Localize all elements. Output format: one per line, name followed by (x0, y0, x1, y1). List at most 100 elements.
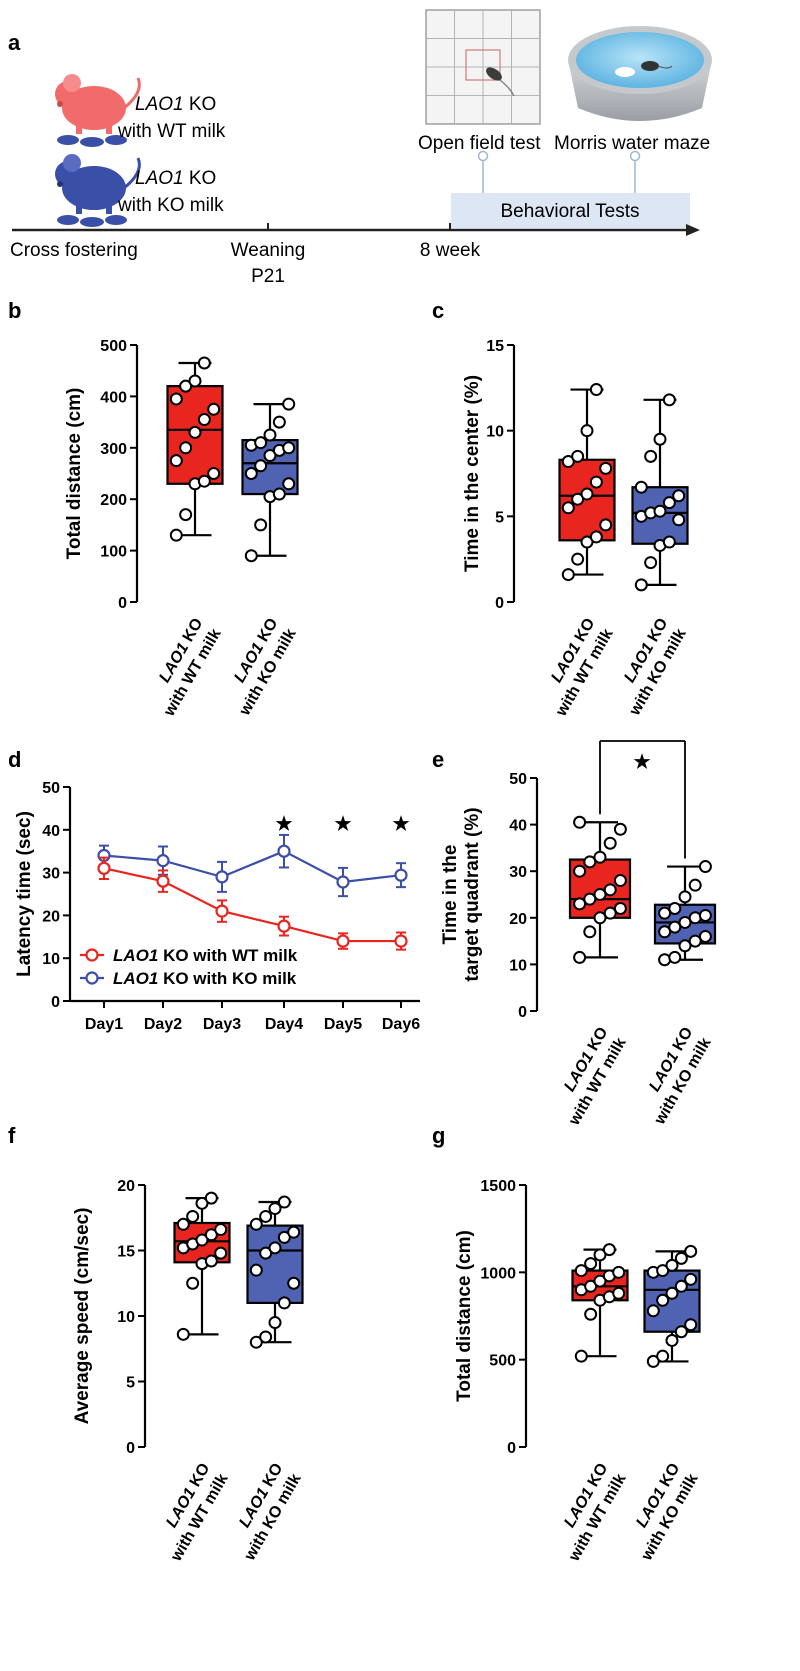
data-point (602, 1243, 616, 1257)
data-point (287, 1276, 301, 1290)
data-point (336, 875, 350, 889)
data-point (613, 822, 627, 836)
significance-star: ★ (275, 814, 292, 835)
data-point (188, 374, 202, 388)
y-tick-label: 100 (100, 544, 127, 561)
data-point (612, 1286, 626, 1300)
data-point (272, 415, 286, 429)
data-point (684, 1272, 698, 1286)
data-point (580, 424, 594, 438)
group-wt-label-line2: with WT milk (117, 121, 226, 142)
category-label: LAO1 KOwith KO milk (223, 1460, 305, 1564)
data-point (394, 868, 408, 882)
data-point (698, 860, 712, 874)
legend-marker (85, 948, 99, 962)
data-point (169, 528, 183, 542)
data-point (646, 1304, 660, 1318)
data-point (662, 535, 676, 549)
y-axis-label-line2: target quadrant (%) (462, 807, 483, 981)
data-point (394, 934, 408, 948)
x-tick-label: Day1 (85, 1016, 123, 1033)
data-point (571, 449, 585, 463)
open-field-arena-icon (425, 9, 541, 125)
y-axis-label-line1: Time in the (440, 845, 461, 945)
panel-letter-a: a (8, 30, 21, 55)
data-point (176, 1327, 190, 1341)
data-point (249, 1217, 263, 1231)
y-tick-label: 10 (117, 1309, 135, 1326)
legend-rest: KO with KO milk (158, 969, 296, 988)
data-point (195, 1196, 209, 1210)
mouse-wt-milk-icon (55, 74, 141, 147)
legend-marker (85, 971, 99, 985)
data-point (244, 467, 258, 480)
y-axis-label: Latency time (sec) (14, 811, 35, 977)
y-tick-label: 15 (117, 1244, 135, 1261)
data-point (584, 1257, 598, 1271)
data-point (658, 906, 672, 920)
x-tick-label: Day5 (324, 1016, 362, 1033)
y-tick-label: 15 (486, 338, 504, 355)
data-point (665, 1333, 679, 1347)
y-tick-label: 0 (518, 1004, 527, 1021)
y-tick-label: 0 (118, 595, 127, 612)
data-point (580, 487, 594, 501)
data-point (188, 425, 202, 439)
data-point (282, 441, 296, 455)
data-point (668, 920, 682, 934)
data-point (204, 1191, 218, 1205)
data-point (589, 530, 603, 544)
legend-gene: LAO1 (113, 969, 158, 988)
y-tick-label: 0 (126, 1440, 135, 1457)
y-tick-label: 1500 (480, 1178, 516, 1195)
timeline-weaning: Weaning (231, 240, 306, 261)
data-point (653, 432, 667, 446)
data-point (678, 915, 692, 929)
data-point (593, 911, 607, 925)
x-tick-label: Day4 (265, 1016, 303, 1033)
category-label: LAO1 KOwith KO milk (608, 615, 690, 719)
data-point (287, 1225, 301, 1239)
group-wt-label-line1: LAO1 KO (135, 94, 216, 115)
data-point (277, 844, 291, 858)
data-point (204, 1254, 218, 1268)
data-point (282, 477, 296, 491)
legend-gene: LAO1 (113, 946, 158, 965)
data-point (672, 489, 686, 503)
panel-letter-c: c (432, 298, 444, 323)
category-label: LAO1 KOwith KO milk (633, 1024, 715, 1128)
y-tick-label: 20 (42, 908, 60, 925)
data-point (599, 461, 613, 475)
data-point (665, 1286, 679, 1300)
data-point (674, 1325, 688, 1339)
data-point (254, 436, 268, 450)
data-point (277, 1195, 291, 1209)
data-point (214, 1223, 228, 1237)
data-point (573, 950, 587, 964)
y-axis-label: Total distance (cm) (64, 388, 85, 560)
timeline-cross-fostering: Cross fostering (10, 240, 138, 261)
data-point (254, 459, 268, 473)
y-tick-label: 40 (42, 823, 60, 840)
data-point (662, 496, 676, 510)
chart-c-time-in-center: 0 5 10 15 Time in the center (%) LAO1 KOwith … (462, 338, 690, 720)
y-tick-label: 5 (495, 509, 504, 526)
data-point (684, 1244, 698, 1258)
y-tick-label: 20 (117, 1178, 135, 1195)
data-point (593, 850, 607, 864)
data-point (259, 1246, 273, 1260)
data-point (573, 815, 587, 829)
data-point (674, 1251, 688, 1265)
data-point (249, 1335, 263, 1349)
y-tick-label: 500 (489, 1353, 516, 1370)
chart-b-total-distance: 0 100 200 300 400 500 Total distance (cm) LAO1 … (64, 338, 300, 720)
y-axis-label: Average speed (cm/sec) (72, 1208, 93, 1425)
data-point (259, 1209, 273, 1223)
data-point (593, 1248, 607, 1262)
data-point (656, 1264, 670, 1278)
y-tick-label: 0 (507, 1440, 516, 1457)
data-point (593, 888, 607, 901)
data-point (277, 1230, 291, 1244)
data-point (179, 441, 193, 455)
data-point (603, 883, 617, 897)
